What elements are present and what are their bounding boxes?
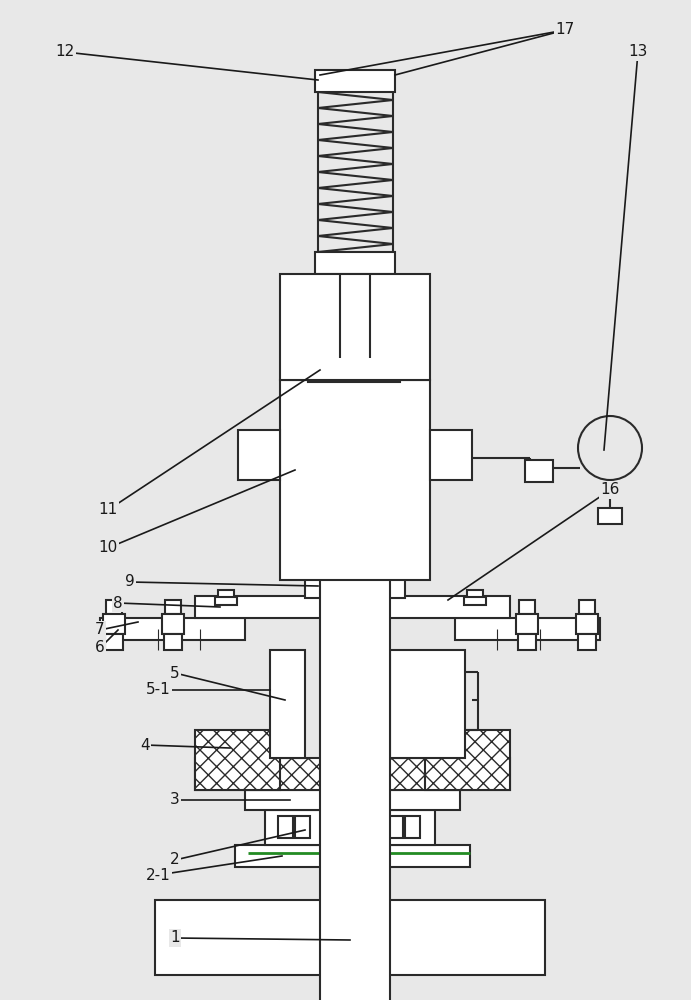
Bar bbox=[576, 614, 598, 634]
Text: 12: 12 bbox=[55, 44, 75, 60]
Bar bbox=[295, 816, 310, 838]
Bar bbox=[405, 816, 420, 838]
Bar bbox=[215, 597, 237, 605]
Bar bbox=[516, 614, 538, 634]
Bar bbox=[467, 590, 483, 598]
Bar bbox=[238, 430, 280, 480]
Bar bbox=[105, 634, 123, 650]
Bar bbox=[464, 597, 486, 605]
Bar bbox=[430, 430, 472, 480]
Text: 1: 1 bbox=[170, 930, 180, 946]
Text: 16: 16 bbox=[600, 483, 620, 497]
Bar bbox=[315, 252, 395, 274]
Bar bbox=[315, 70, 395, 92]
Text: 17: 17 bbox=[556, 22, 575, 37]
Text: 5-1: 5-1 bbox=[146, 682, 171, 698]
Text: 2: 2 bbox=[170, 852, 180, 867]
Bar bbox=[390, 650, 465, 758]
Bar bbox=[375, 810, 435, 845]
Bar bbox=[518, 634, 536, 650]
Bar bbox=[579, 600, 595, 614]
Bar bbox=[100, 618, 245, 640]
Bar bbox=[308, 358, 400, 382]
Bar bbox=[164, 634, 182, 650]
Bar bbox=[265, 810, 325, 845]
Text: 5: 5 bbox=[170, 666, 180, 680]
Text: 10: 10 bbox=[98, 540, 117, 556]
Bar bbox=[218, 590, 234, 598]
Bar bbox=[195, 758, 510, 790]
Text: 8: 8 bbox=[113, 595, 123, 610]
Bar bbox=[578, 634, 596, 650]
Bar bbox=[278, 816, 293, 838]
Bar bbox=[525, 460, 553, 482]
Bar bbox=[103, 614, 125, 634]
Bar bbox=[245, 790, 460, 810]
Bar bbox=[320, 380, 390, 1000]
Bar bbox=[280, 274, 430, 380]
Text: 7: 7 bbox=[95, 622, 105, 638]
Text: 6: 6 bbox=[95, 641, 105, 656]
Bar bbox=[280, 380, 430, 580]
Bar bbox=[455, 618, 600, 640]
Bar bbox=[106, 600, 122, 614]
Bar bbox=[165, 600, 181, 614]
Bar bbox=[195, 596, 510, 618]
Bar bbox=[155, 900, 545, 975]
Bar bbox=[235, 845, 470, 867]
Bar bbox=[305, 574, 405, 598]
Text: 13: 13 bbox=[628, 44, 647, 60]
Bar bbox=[195, 730, 280, 790]
Bar bbox=[425, 730, 510, 790]
Bar bbox=[162, 614, 184, 634]
Text: 2-1: 2-1 bbox=[146, 867, 171, 882]
Text: 9: 9 bbox=[125, 574, 135, 589]
Bar bbox=[388, 816, 403, 838]
Text: 3: 3 bbox=[170, 792, 180, 808]
Bar bbox=[270, 650, 305, 758]
Text: 4: 4 bbox=[140, 738, 150, 752]
Bar bbox=[598, 508, 622, 524]
Bar bbox=[330, 650, 365, 758]
Bar bbox=[519, 600, 535, 614]
Text: 11: 11 bbox=[98, 502, 117, 518]
